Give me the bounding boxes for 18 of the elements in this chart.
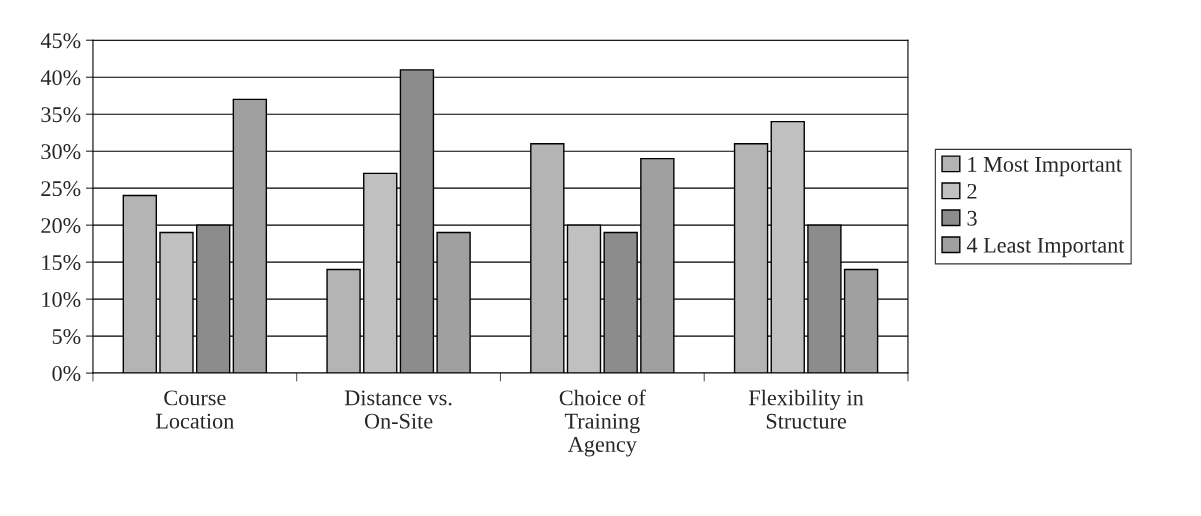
y-tick-label: 5% <box>52 329 81 345</box>
y-tick-label: 45% <box>40 33 81 49</box>
legend-label: 2 <box>967 183 977 199</box>
y-tick-label: 0% <box>52 366 81 382</box>
legend-label: 3 <box>967 210 977 226</box>
y-tick-label: 25% <box>41 181 81 197</box>
y-tick-label: 10% <box>42 292 81 308</box>
y-tick-label: 40% <box>40 70 81 86</box>
legend-label: 4 Least Important <box>966 237 1125 258</box>
y-tick-label: 15% <box>42 255 81 271</box>
x-tick-label: Course Location <box>155 390 234 429</box>
y-tick-label: 20% <box>41 218 81 234</box>
y-tick-label: 35% <box>41 107 81 123</box>
x-tick-label: Distance vs. On-Site <box>344 390 452 429</box>
legend-label: 1 Most Important <box>968 156 1122 177</box>
x-tick-label: Choice of Training Agency <box>559 389 646 457</box>
y-tick-label: 30% <box>41 144 81 160</box>
x-tick-label: Flexibility in Structure <box>749 389 864 429</box>
